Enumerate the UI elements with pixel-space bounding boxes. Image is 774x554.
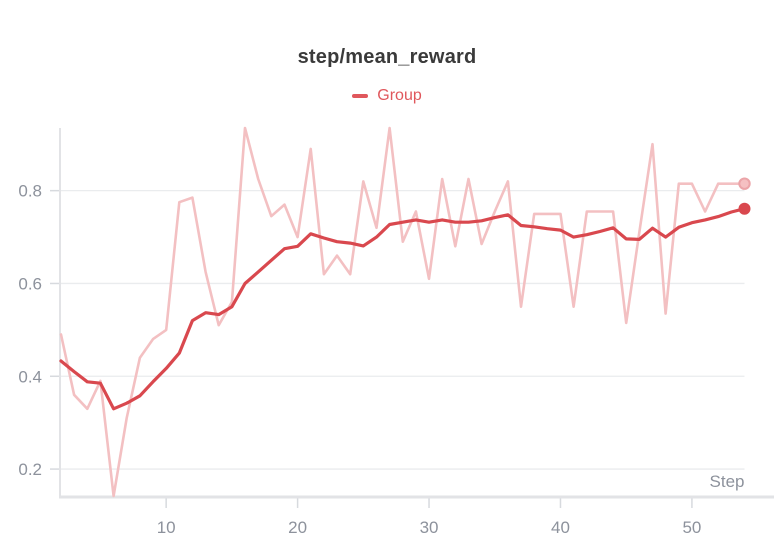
x-tick-label: 20	[288, 518, 307, 537]
smoothed-series-line	[59, 207, 747, 411]
y-tick-label: 0.8	[18, 182, 42, 201]
x-tick-label: 30	[420, 518, 439, 537]
x-tick-label: 50	[682, 518, 701, 537]
y-tick-label: 0.6	[18, 274, 42, 293]
chart-title: step/mean_reward	[297, 46, 477, 68]
legend[interactable]: Group	[0, 88, 774, 104]
x-axis-title: Step	[710, 472, 745, 491]
smoothed-endpoint-dot	[738, 202, 751, 215]
raw-series-line	[59, 126, 746, 498]
y-tick-label: 0.2	[18, 460, 42, 479]
x-tick-label: 10	[157, 518, 176, 537]
legend-label: Group	[377, 87, 422, 104]
raw-endpoint-dot	[738, 177, 751, 190]
x-tick-label: 40	[551, 518, 570, 537]
y-tick-label: 0.4	[18, 367, 42, 386]
legend-swatch-icon	[352, 93, 369, 99]
